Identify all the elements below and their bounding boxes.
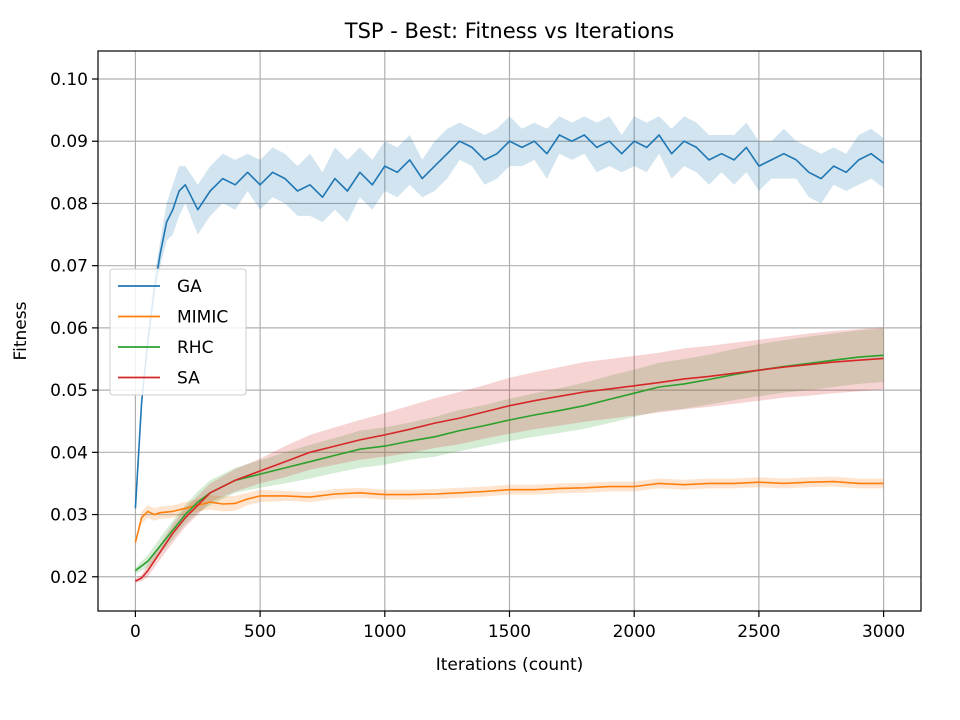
x-axis-title: Iterations (count) [436,655,584,675]
y-tick-label: 0.07 [50,257,88,277]
y-tick-label: 0.04 [50,443,88,463]
mimic-line [134,480,884,543]
series-lines [134,134,885,582]
x-tick-label: 0 [130,622,141,642]
confidence-bands [135,116,884,583]
sa-band [135,327,884,583]
mimic-band [135,476,884,543]
legend-label-mimic: MIMIC [177,308,228,328]
y-tick-label: 0.09 [50,132,88,152]
x-tick-label: 1000 [363,622,406,642]
y-tick-label: 0.10 [50,70,88,90]
legend: GA MIMIC RHC SA [109,268,247,396]
x-tick-label: 1500 [488,622,531,642]
y-tick-label: 0.05 [50,381,88,401]
rhc-band [135,328,884,574]
ga-line [134,134,885,509]
y-tick-label: 0.08 [50,194,88,214]
legend-label-sa: SA [177,369,200,389]
y-tick-label: 0.02 [50,568,88,588]
x-tick-label: 2500 [737,622,780,642]
ga-band [135,116,884,509]
x-tick-label: 500 [244,622,276,642]
legend-label-ga: GA [177,277,202,297]
y-axis-title: Fitness [11,301,31,360]
chart-title: TSP - Best: Fitness vs Iterations [344,19,674,43]
sa-line [135,357,884,582]
y-tick-label: 0.06 [50,319,88,339]
y-tick-label: 0.03 [50,506,88,526]
axis-ticks: 0 500 1000 1500 2000 2500 3000 0.02 0.03 0.04 0.05… [50,70,905,642]
legend-box [109,268,247,396]
x-tick-label: 2000 [613,622,656,642]
x-tick-label: 3000 [862,622,905,642]
legend-label-rhc: RHC [177,338,213,358]
